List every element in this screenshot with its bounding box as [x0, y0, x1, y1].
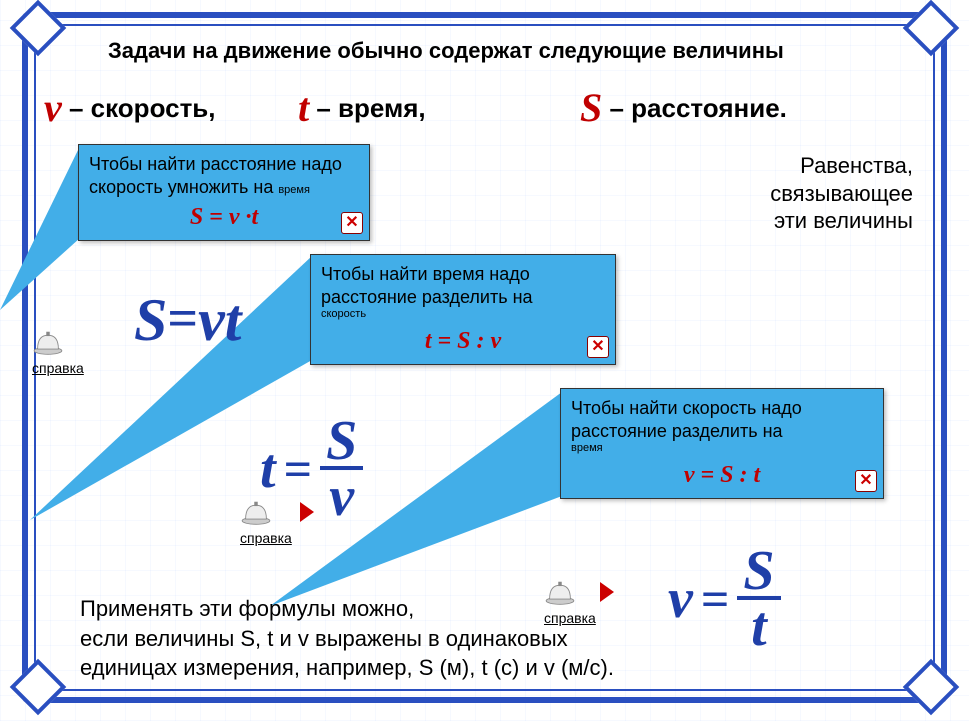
- footer-l3: единицах измерения, например, S (м), t (…: [80, 653, 680, 683]
- f3-eq: =: [701, 570, 730, 628]
- f2-den: v: [329, 470, 354, 522]
- symbol-v: v: [44, 85, 62, 130]
- close-icon[interactable]: ✕: [587, 336, 609, 358]
- formula-distance: S=vt: [134, 286, 241, 355]
- close-icon[interactable]: ✕: [341, 212, 363, 234]
- f1-eq: =: [167, 288, 198, 348]
- bell-icon[interactable]: [238, 500, 274, 526]
- page-title: Задачи на движение обычно содержат следу…: [108, 38, 784, 64]
- side-l3: эти величины: [770, 207, 913, 235]
- close-icon[interactable]: ✕: [855, 470, 877, 492]
- def-speed: v – скорость,: [44, 84, 216, 131]
- f3-num: S: [737, 546, 780, 600]
- f2-num: S: [320, 416, 363, 470]
- formula-speed: v=St: [668, 546, 781, 653]
- symbol-t: t: [298, 85, 309, 130]
- footer-l2: если величины S, t и v выражены в одинак…: [80, 624, 680, 654]
- def-time: t – время,: [298, 84, 426, 131]
- help-link-1[interactable]: справка: [32, 360, 84, 376]
- fraction: Sv: [320, 416, 363, 523]
- f1-lhs: S: [134, 287, 167, 353]
- f3-den: t: [751, 600, 767, 652]
- tooltip-distance: Чтобы найти расстояние надо скорость умн…: [78, 144, 370, 241]
- tip2-text: Чтобы найти время надо расстояние раздел…: [321, 263, 605, 308]
- tooltip-time: Чтобы найти время надо расстояние раздел…: [310, 254, 616, 365]
- side-note: Равенства, связывающее эти величины: [770, 152, 913, 235]
- symbol-s: S: [580, 85, 602, 130]
- tip1-small: время: [278, 184, 310, 196]
- label-speed: – скорость,: [62, 93, 216, 123]
- f1-rhs: vt: [198, 287, 241, 353]
- f2-eq: =: [284, 440, 313, 498]
- bell-icon[interactable]: [30, 330, 66, 356]
- side-l1: Равенства,: [770, 152, 913, 180]
- tip2-formula: t = S : v: [321, 326, 605, 356]
- fraction: St: [737, 546, 780, 653]
- label-time: – время,: [309, 93, 426, 123]
- tooltip-speed: Чтобы найти скорость надо расстояние раз…: [560, 388, 884, 499]
- tip3-formula: v = S : t: [571, 460, 873, 490]
- tip3-text: Чтобы найти скорость надо расстояние раз…: [571, 397, 873, 442]
- tip2-small: скорость: [321, 308, 605, 322]
- tip3-small: время: [571, 442, 873, 456]
- help-link-2[interactable]: справка: [240, 530, 292, 546]
- side-l2: связывающее: [770, 180, 913, 208]
- footer-note: Применять эти формулы можно, если величи…: [80, 594, 680, 683]
- label-distance: – расстояние.: [602, 93, 787, 123]
- footer-l1: Применять эти формулы можно,: [80, 594, 680, 624]
- tip1-formula: S = v ·t: [89, 202, 359, 232]
- def-distance: S – расстояние.: [580, 84, 787, 131]
- f2-lhs: t: [260, 437, 276, 501]
- play-icon: [300, 502, 314, 522]
